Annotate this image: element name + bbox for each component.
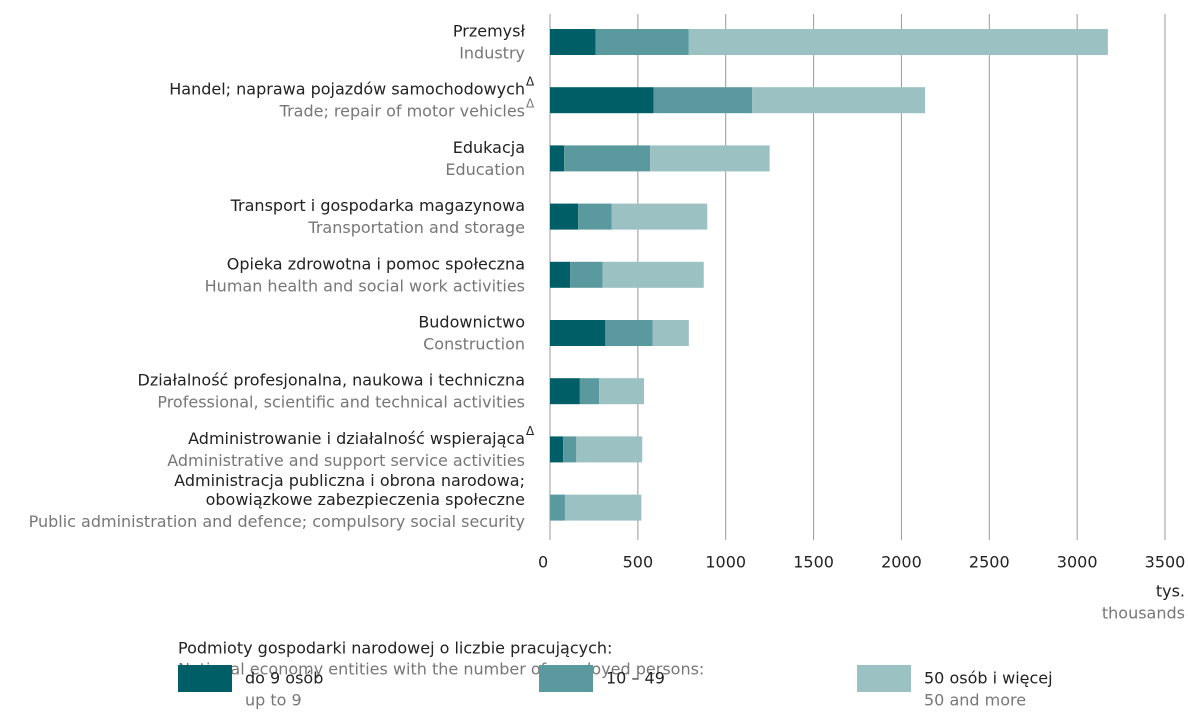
category-label-en: Construction xyxy=(423,335,525,354)
note-mark: Δ xyxy=(526,424,535,438)
bar-segment xyxy=(652,320,689,346)
bar-segment xyxy=(563,436,577,463)
bar-segment xyxy=(550,145,565,172)
bar-segment xyxy=(570,261,603,288)
legend-label: do 9 osób xyxy=(245,669,323,688)
category-label-en: Public administration and defence; compu… xyxy=(29,512,525,531)
bar-segment xyxy=(550,87,654,114)
category-label: Działalność profesjonalna, naukowa i tec… xyxy=(138,371,526,390)
x-tick-label: 3500 xyxy=(1145,553,1186,572)
legend-label-en: up to 9 xyxy=(245,691,302,710)
x-tick-label: 1500 xyxy=(793,553,834,572)
bar-segment xyxy=(564,494,642,521)
bar-segment xyxy=(688,29,1108,55)
legend-swatch xyxy=(178,665,232,692)
x-tick-label: 2000 xyxy=(881,553,922,572)
category-label: Przemysł xyxy=(453,22,526,41)
bar-segment xyxy=(550,203,579,230)
category-label: Edukacja xyxy=(453,138,525,157)
category-label: Administrowanie i działalność wspierając… xyxy=(188,429,525,448)
category-label: Transport i gospodarka magazynowa xyxy=(230,196,525,215)
bar-segment xyxy=(550,494,565,521)
category-label: Administracja publiczna i obrona narodow… xyxy=(174,471,525,490)
x-tick-label: 3000 xyxy=(1057,553,1098,572)
bar-segment xyxy=(752,87,926,114)
x-tick-label: 1000 xyxy=(705,553,746,572)
category-label-en: Education xyxy=(445,160,525,179)
legend-title: Podmioty gospodarki narodowej o liczbie … xyxy=(178,639,612,658)
category-label-en: Human health and social work activities xyxy=(205,276,525,295)
bar-segment xyxy=(599,378,645,405)
bar-segment xyxy=(611,203,708,230)
category-label: obowiązkowe zabezpieczenia społeczne xyxy=(206,490,525,509)
category-label: Handel; naprawa pojazdów samochodowych xyxy=(169,80,525,99)
legend-label: 10 – 49 xyxy=(606,669,665,688)
category-label-en: Professional, scientific and technical a… xyxy=(157,393,525,412)
legend-label-en: 50 and more xyxy=(924,691,1026,710)
bar-segment xyxy=(550,320,606,346)
x-axis-label-en: thousands xyxy=(1102,604,1185,623)
x-tick-label: 2500 xyxy=(969,553,1010,572)
bar-segment xyxy=(579,378,600,405)
category-label-en: Industry xyxy=(459,44,525,63)
x-tick-label: 500 xyxy=(623,553,654,572)
bar-segment xyxy=(550,29,596,55)
bar-segment xyxy=(550,261,571,288)
category-label-en: Trade; repair of motor vehicles xyxy=(279,102,525,121)
note-mark: Δ xyxy=(526,75,535,89)
legend-swatch xyxy=(857,665,911,692)
x-axis-label: tys. xyxy=(1156,582,1185,601)
bar-segment xyxy=(595,29,689,55)
category-label: Budownictwo xyxy=(418,313,525,332)
bar-segment xyxy=(653,87,753,114)
category-label-en: Transportation and storage xyxy=(307,218,525,237)
bar-segment xyxy=(602,261,704,288)
x-tick-label: 0 xyxy=(538,553,548,572)
bar-segment xyxy=(650,145,770,172)
bar-segment xyxy=(550,378,580,405)
category-label-en: Administrative and support service activ… xyxy=(167,451,525,470)
bar-segment xyxy=(576,436,643,463)
bar-segment xyxy=(578,203,612,230)
legend-label: 50 osób i więcej xyxy=(924,669,1053,688)
bar-segment xyxy=(564,145,651,172)
bar-segment xyxy=(605,320,653,346)
note-mark: Δ xyxy=(526,97,535,111)
legend-swatch xyxy=(539,665,593,692)
category-label: Opieka zdrowotna i pomoc społeczna xyxy=(227,254,525,273)
bar-segment xyxy=(550,436,564,463)
